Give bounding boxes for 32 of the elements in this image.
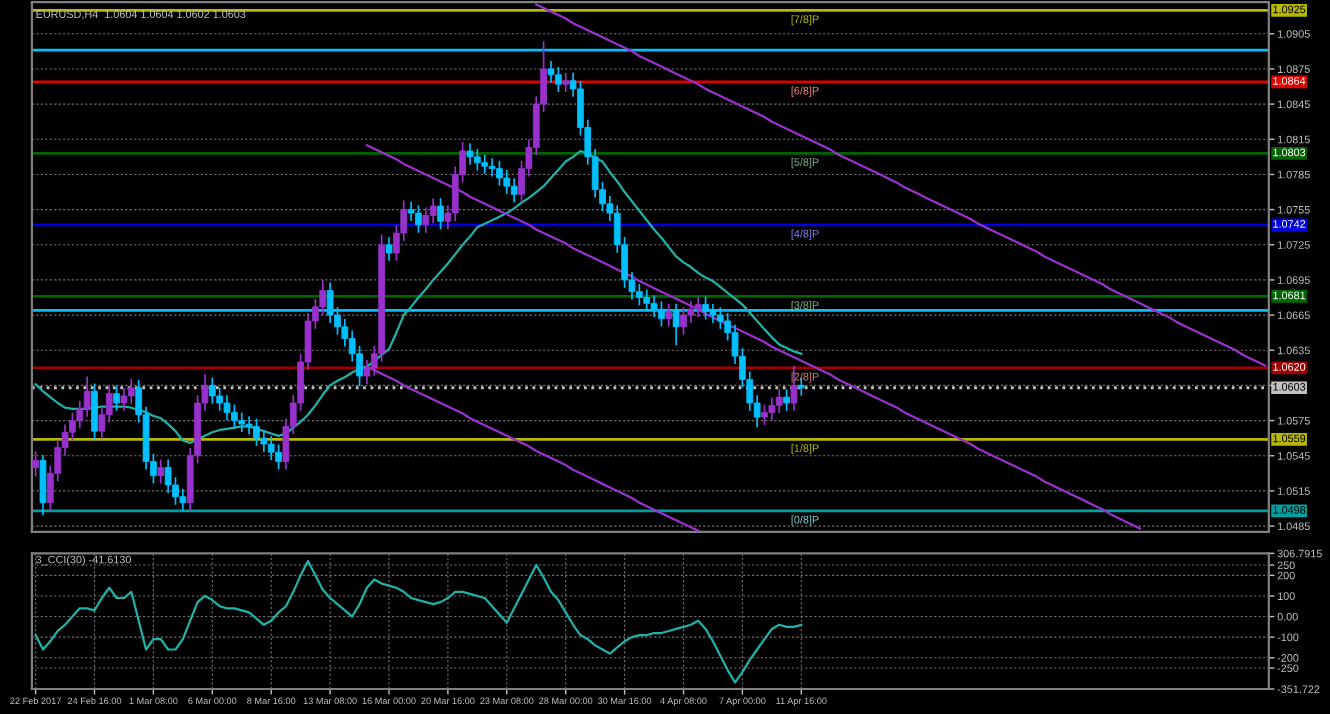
candlestick bbox=[113, 385, 120, 411]
line-series bbox=[34, 559, 803, 684]
candlestick bbox=[437, 198, 444, 230]
candlestick bbox=[554, 66, 562, 93]
candlestick bbox=[275, 444, 282, 470]
line-series bbox=[365, 144, 1142, 530]
candlestick bbox=[665, 303, 673, 327]
candlestick bbox=[680, 307, 687, 335]
candlestick bbox=[562, 72, 570, 93]
candlestick bbox=[783, 389, 790, 411]
line-series bbox=[535, 3, 1267, 367]
candlestick bbox=[267, 436, 275, 461]
candlestick bbox=[385, 236, 393, 261]
candlestick bbox=[775, 389, 783, 414]
candlestick bbox=[157, 459, 165, 484]
candlestick bbox=[473, 148, 481, 171]
candlestick bbox=[510, 178, 518, 203]
candlestick bbox=[223, 395, 231, 421]
candlestick bbox=[39, 454, 47, 516]
candlestick bbox=[466, 143, 474, 165]
candlestick bbox=[768, 397, 776, 421]
candlestick bbox=[91, 383, 98, 439]
candlestick bbox=[208, 377, 216, 404]
candlestick bbox=[481, 154, 489, 175]
candlestick bbox=[127, 378, 135, 404]
candlestick bbox=[694, 296, 702, 318]
candlestick bbox=[496, 160, 503, 186]
candlestick bbox=[32, 451, 39, 477]
candlestick bbox=[253, 418, 260, 447]
candlestick bbox=[761, 404, 768, 425]
candlestick bbox=[415, 205, 422, 233]
candlestick bbox=[238, 412, 246, 432]
